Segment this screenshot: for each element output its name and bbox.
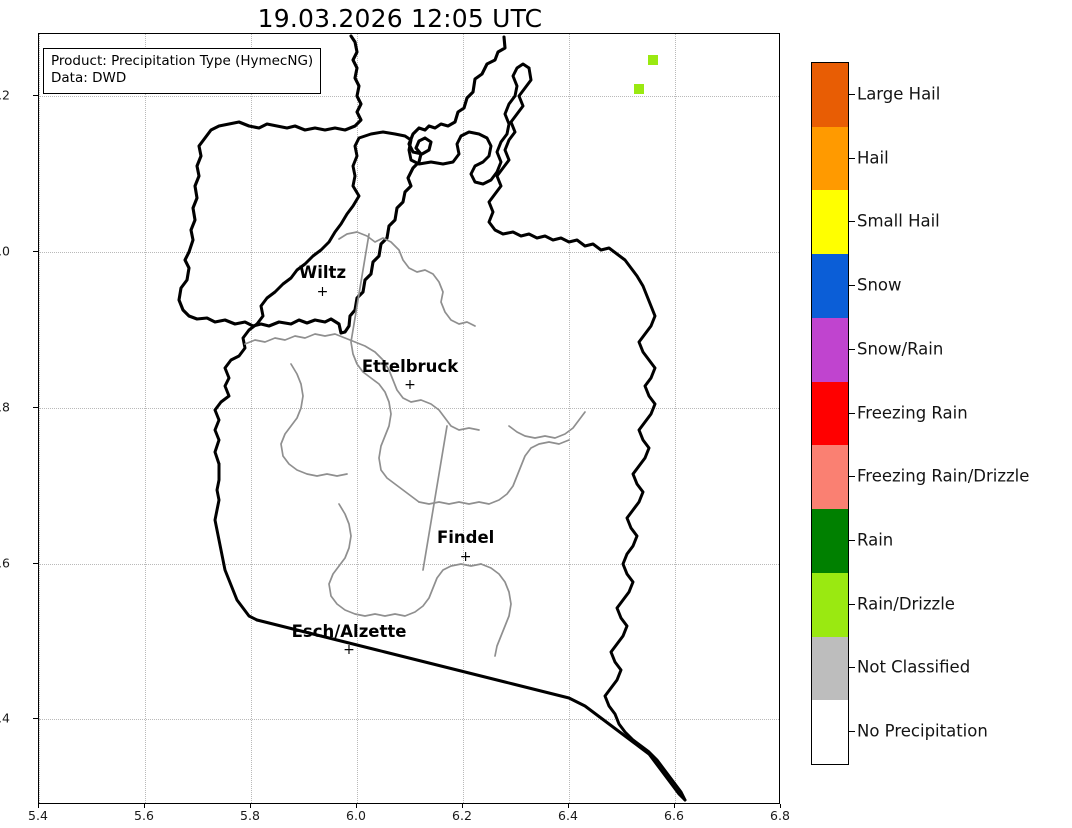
x-axis-tick-label: 5.4 [28, 808, 48, 823]
y-axis-tick-label: 49.8 [0, 399, 10, 415]
colorbar-label: No Precipitation [857, 721, 988, 741]
x-axis-tick-label: 5.8 [240, 808, 260, 823]
colorbar-label: Rain/Drizzle [857, 594, 955, 614]
border-north [213, 62, 531, 466]
colorbar-label: Rain [857, 530, 894, 550]
gridline-horizontal [39, 252, 779, 254]
x-axis-tick-label: 6.8 [770, 808, 790, 823]
colorbar-tick-mark [849, 221, 855, 223]
colorbar-tick-mark [849, 603, 855, 605]
gridline-horizontal [39, 96, 779, 98]
colorbar-tick-mark [849, 476, 855, 478]
y-axis-tick-label: 49.6 [0, 555, 10, 571]
city-marker-plus-icon: + [404, 377, 416, 394]
colorbar-segment [812, 636, 848, 701]
colorbar-label: Large Hail [857, 84, 941, 104]
colorbar-segment [812, 700, 848, 764]
colorbar-tick-mark [849, 667, 855, 669]
gridline-vertical [145, 34, 146, 803]
x-axis-tick-label: 5.6 [134, 808, 154, 823]
x-axis-tick-mark [674, 804, 675, 808]
colorbar-tick-mark [849, 285, 855, 287]
colorbar-tick-mark [849, 412, 855, 414]
colorbar-segment [812, 126, 848, 191]
colorbar-segment [812, 572, 848, 637]
x-axis-tick-mark [568, 804, 569, 808]
colorbar-tick-mark [849, 539, 855, 541]
y-axis-tick-mark [33, 406, 38, 408]
colorbar-segment [812, 317, 848, 382]
gridline-horizontal [39, 719, 779, 721]
city-name: Ettelbruck [361, 356, 459, 376]
colorbar-label: Small Hail [857, 211, 940, 231]
gridline-vertical [39, 34, 40, 803]
x-axis-tick-label: 6.6 [664, 808, 684, 823]
district-boundaries [244, 231, 586, 657]
gridline-vertical [357, 34, 358, 803]
gridline-vertical [463, 34, 464, 803]
colorbar-segment [812, 190, 848, 255]
colorbar-tick-mark [849, 157, 855, 159]
y-axis-tick-label: 49.4 [0, 710, 10, 726]
x-axis-tick-mark [356, 804, 357, 808]
gridline-horizontal [39, 407, 779, 409]
city-marker-plus-icon: + [459, 548, 472, 565]
precipitation-cell [633, 84, 644, 95]
x-axis-tick-label: 6.0 [346, 808, 366, 823]
city-marker-plus-icon: + [343, 642, 355, 659]
colorbar-label: Freezing Rain [857, 403, 968, 422]
colorbar-tick-mark [849, 348, 855, 350]
x-axis-tick-mark [38, 804, 39, 808]
colorbar-label: Not Classified [857, 657, 971, 677]
precipitation-cell [647, 54, 658, 65]
map-plot-area: Wiltz + Ettelbruck + Findel + Esch/Alzette + [38, 33, 780, 804]
city-name: Esch/Alzette [291, 621, 407, 641]
border-east [487, 66, 687, 802]
colorbar-segment [812, 381, 848, 446]
city-label-ettelbruck: Ettelbruck + [361, 356, 459, 394]
info-data-line: Data: DWD [51, 70, 127, 87]
city-label-esch-alzette: Esch/Alzette + [291, 621, 407, 659]
gridline-vertical [251, 34, 252, 803]
city-label-findel: Findel + [437, 530, 494, 564]
y-axis-tick-label: 50.2 [0, 87, 10, 103]
y-axis-tick-mark [33, 95, 38, 97]
y-axis-tick-mark [33, 718, 38, 720]
gridline-vertical [675, 34, 676, 803]
precipitation-type-colorbar [811, 62, 849, 765]
colorbar-tick-mark [849, 93, 855, 95]
y-axis-tick-mark [33, 562, 38, 564]
info-product-line: Product: Precipitation Type (HymecNG) [51, 53, 314, 69]
y-axis-tick-mark [33, 251, 38, 253]
gridline-horizontal [39, 563, 779, 565]
colorbar-segment [812, 509, 848, 573]
city-label-wiltz: Wiltz + [299, 265, 346, 299]
city-marker-plus-icon: + [316, 283, 329, 300]
colorbar-label: Hail [857, 148, 889, 168]
gridline-vertical [569, 34, 570, 803]
colorbar-segment [812, 63, 848, 127]
colorbar-segment [812, 445, 848, 510]
border-group [213, 62, 687, 802]
x-axis-tick-label: 6.2 [452, 808, 472, 823]
x-axis-tick-label: 6.4 [558, 808, 578, 823]
colorbar-label: Snow/Rain [857, 339, 944, 359]
city-name: Findel [436, 528, 495, 548]
page-title: 19.03.2026 12:05 UTC [257, 4, 543, 33]
info-box: Product: Precipitation Type (HymecNG) Da… [43, 48, 322, 94]
x-axis-tick-mark [250, 804, 251, 808]
colorbar-segment [812, 254, 848, 318]
colorbar-tick-mark [849, 731, 855, 733]
colorbar-label: Snow [857, 275, 902, 295]
colorbar-label: Freezing Rain/Drizzle [857, 466, 1030, 486]
y-axis-tick-label: 50.0 [0, 243, 10, 259]
x-axis-tick-mark [144, 804, 145, 808]
city-name: Wiltz [299, 263, 347, 283]
x-axis-tick-mark [780, 804, 781, 808]
luxembourg-map-outlines [177, 34, 687, 802]
x-axis-tick-mark [462, 804, 463, 808]
